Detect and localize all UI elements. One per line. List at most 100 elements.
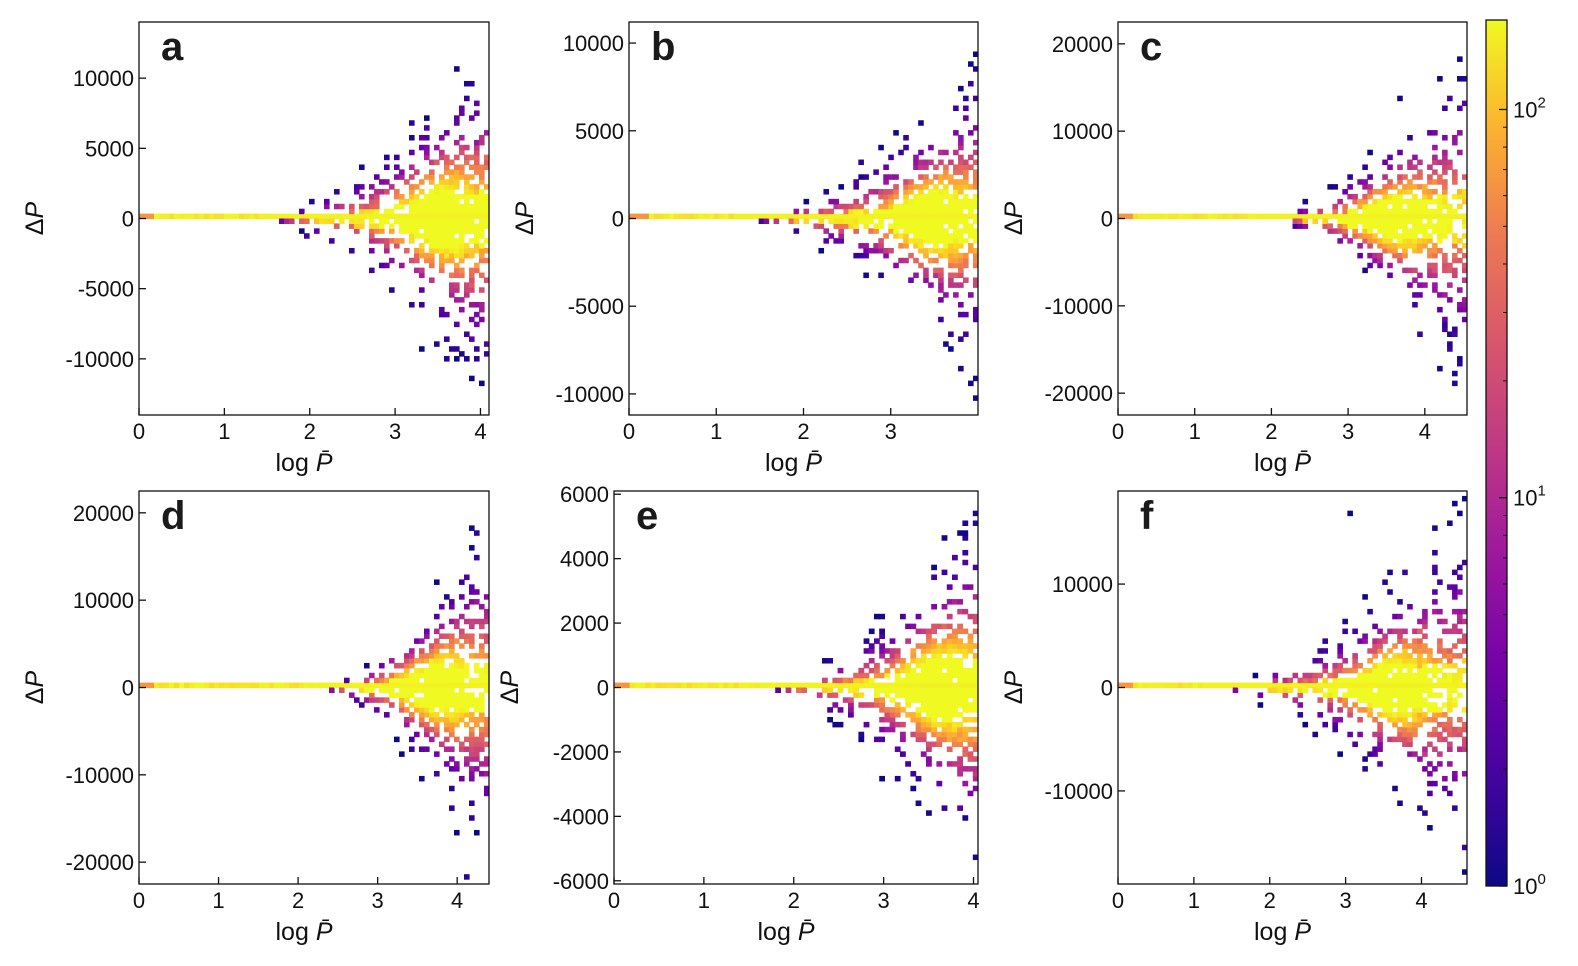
heatmap-cell bbox=[414, 252, 420, 259]
heatmap-cell bbox=[449, 731, 455, 738]
heatmap-cell bbox=[948, 257, 954, 264]
heatmap-cell bbox=[1377, 741, 1383, 748]
heatmap-cell bbox=[479, 208, 485, 215]
heatmap-cell bbox=[374, 677, 380, 684]
heatmap-cell bbox=[1407, 208, 1413, 215]
heatmap-cell bbox=[1322, 692, 1328, 698]
heatmap-cell bbox=[948, 243, 954, 249]
heatmap-cell bbox=[1342, 233, 1348, 239]
heatmap-cell bbox=[953, 257, 959, 264]
heatmap-cell bbox=[454, 697, 460, 703]
heatmap-cell bbox=[409, 677, 415, 684]
heatmap-cell bbox=[878, 144, 884, 151]
heatmap-cell bbox=[958, 159, 964, 166]
heatmap-cell bbox=[958, 179, 964, 185]
heatmap-cell bbox=[1372, 238, 1378, 244]
heatmap-cell bbox=[1357, 233, 1363, 239]
heatmap-cell bbox=[952, 628, 958, 635]
heatmap-cell bbox=[1417, 692, 1423, 698]
heatmap-cell bbox=[1432, 272, 1438, 279]
heatmap-cell bbox=[928, 159, 934, 166]
heatmap-cell bbox=[429, 179, 435, 185]
heatmap-cell bbox=[424, 726, 430, 733]
heatmap-cell bbox=[893, 208, 899, 215]
heatmap-cell bbox=[941, 682, 948, 689]
heatmap-cell bbox=[434, 223, 440, 229]
heatmap-cell bbox=[1307, 213, 1314, 220]
heatmap-cell bbox=[957, 530, 963, 536]
heatmap-cell bbox=[474, 110, 480, 116]
heatmap-cell bbox=[1302, 682, 1309, 689]
heatmap-cell bbox=[1452, 771, 1458, 777]
heatmap-cell bbox=[409, 257, 415, 264]
heatmap-cell bbox=[229, 213, 235, 220]
heatmap-cell bbox=[931, 643, 937, 649]
heatmap-cell bbox=[1397, 697, 1403, 703]
heatmap-cell bbox=[963, 311, 969, 318]
heatmap-cell bbox=[459, 707, 465, 713]
heatmap-cell bbox=[379, 697, 385, 703]
heatmap-cell bbox=[284, 213, 290, 220]
heatmap-cell bbox=[952, 731, 958, 738]
heatmap-cell bbox=[449, 712, 455, 718]
heatmap-cell bbox=[474, 697, 480, 703]
heatmap-cell bbox=[459, 105, 465, 112]
heatmap-cell bbox=[1387, 687, 1393, 694]
heatmap-cell bbox=[454, 115, 460, 121]
heatmap-cell bbox=[1387, 262, 1393, 269]
heatmap-cell bbox=[853, 692, 859, 698]
heatmap-cell bbox=[928, 179, 934, 185]
heatmap-cell bbox=[1387, 702, 1393, 708]
heatmap-cell bbox=[1282, 692, 1289, 698]
heatmap-cell bbox=[910, 692, 917, 698]
heatmap-cell bbox=[359, 164, 365, 170]
heatmap-cell bbox=[1462, 213, 1467, 220]
heatmap-cell bbox=[379, 213, 385, 220]
heatmap-cell bbox=[414, 677, 420, 684]
heatmap-cell bbox=[926, 667, 932, 674]
heatmap-cell bbox=[479, 380, 485, 387]
heatmap-cell bbox=[1447, 331, 1453, 337]
heatmap-cell bbox=[915, 736, 922, 743]
heatmap-cell bbox=[1342, 682, 1348, 689]
heatmap-cell bbox=[768, 213, 775, 220]
heatmap-cell bbox=[1362, 203, 1368, 210]
heatmap-cell bbox=[449, 238, 455, 244]
heatmap-cell bbox=[449, 169, 455, 175]
heatmap-cell bbox=[863, 721, 870, 728]
heatmap-cell bbox=[469, 633, 475, 639]
heatmap-cell bbox=[923, 228, 929, 234]
heatmap-cell bbox=[1367, 243, 1373, 249]
heatmap-cell bbox=[1382, 238, 1388, 244]
heatmap-cell bbox=[414, 682, 420, 689]
heatmap-cell bbox=[879, 672, 885, 679]
heatmap-cell bbox=[464, 667, 470, 674]
heatmap-cell bbox=[324, 203, 330, 210]
heatmap-cell bbox=[424, 697, 430, 703]
heatmap-cell bbox=[1422, 658, 1428, 664]
heatmap-cell bbox=[1337, 662, 1343, 669]
heatmap-cell bbox=[424, 252, 430, 259]
heatmap-cell bbox=[908, 198, 914, 205]
heatmap-cell bbox=[479, 193, 485, 200]
heatmap-d bbox=[139, 525, 489, 880]
heatmap-cell bbox=[1342, 702, 1348, 708]
heatmap-cell bbox=[1462, 193, 1467, 200]
heatmap-cell bbox=[1357, 638, 1363, 644]
heatmap-cell bbox=[1352, 628, 1358, 635]
heatmap-cell bbox=[926, 638, 932, 644]
panel-letter: b bbox=[651, 25, 675, 69]
heatmap-cell bbox=[1427, 247, 1433, 254]
heatmap-cell bbox=[449, 252, 455, 259]
heatmap-cell bbox=[908, 184, 914, 190]
heatmap-cell bbox=[953, 164, 959, 170]
heatmap-cell bbox=[149, 213, 155, 220]
heatmap-cell bbox=[952, 682, 958, 689]
heatmap-cell bbox=[189, 682, 195, 689]
heatmap-cell bbox=[474, 159, 480, 166]
heatmap-cell bbox=[913, 257, 919, 264]
heatmap-cell bbox=[279, 213, 285, 220]
heatmap-cell bbox=[953, 228, 959, 234]
heatmap-cell bbox=[873, 247, 879, 254]
